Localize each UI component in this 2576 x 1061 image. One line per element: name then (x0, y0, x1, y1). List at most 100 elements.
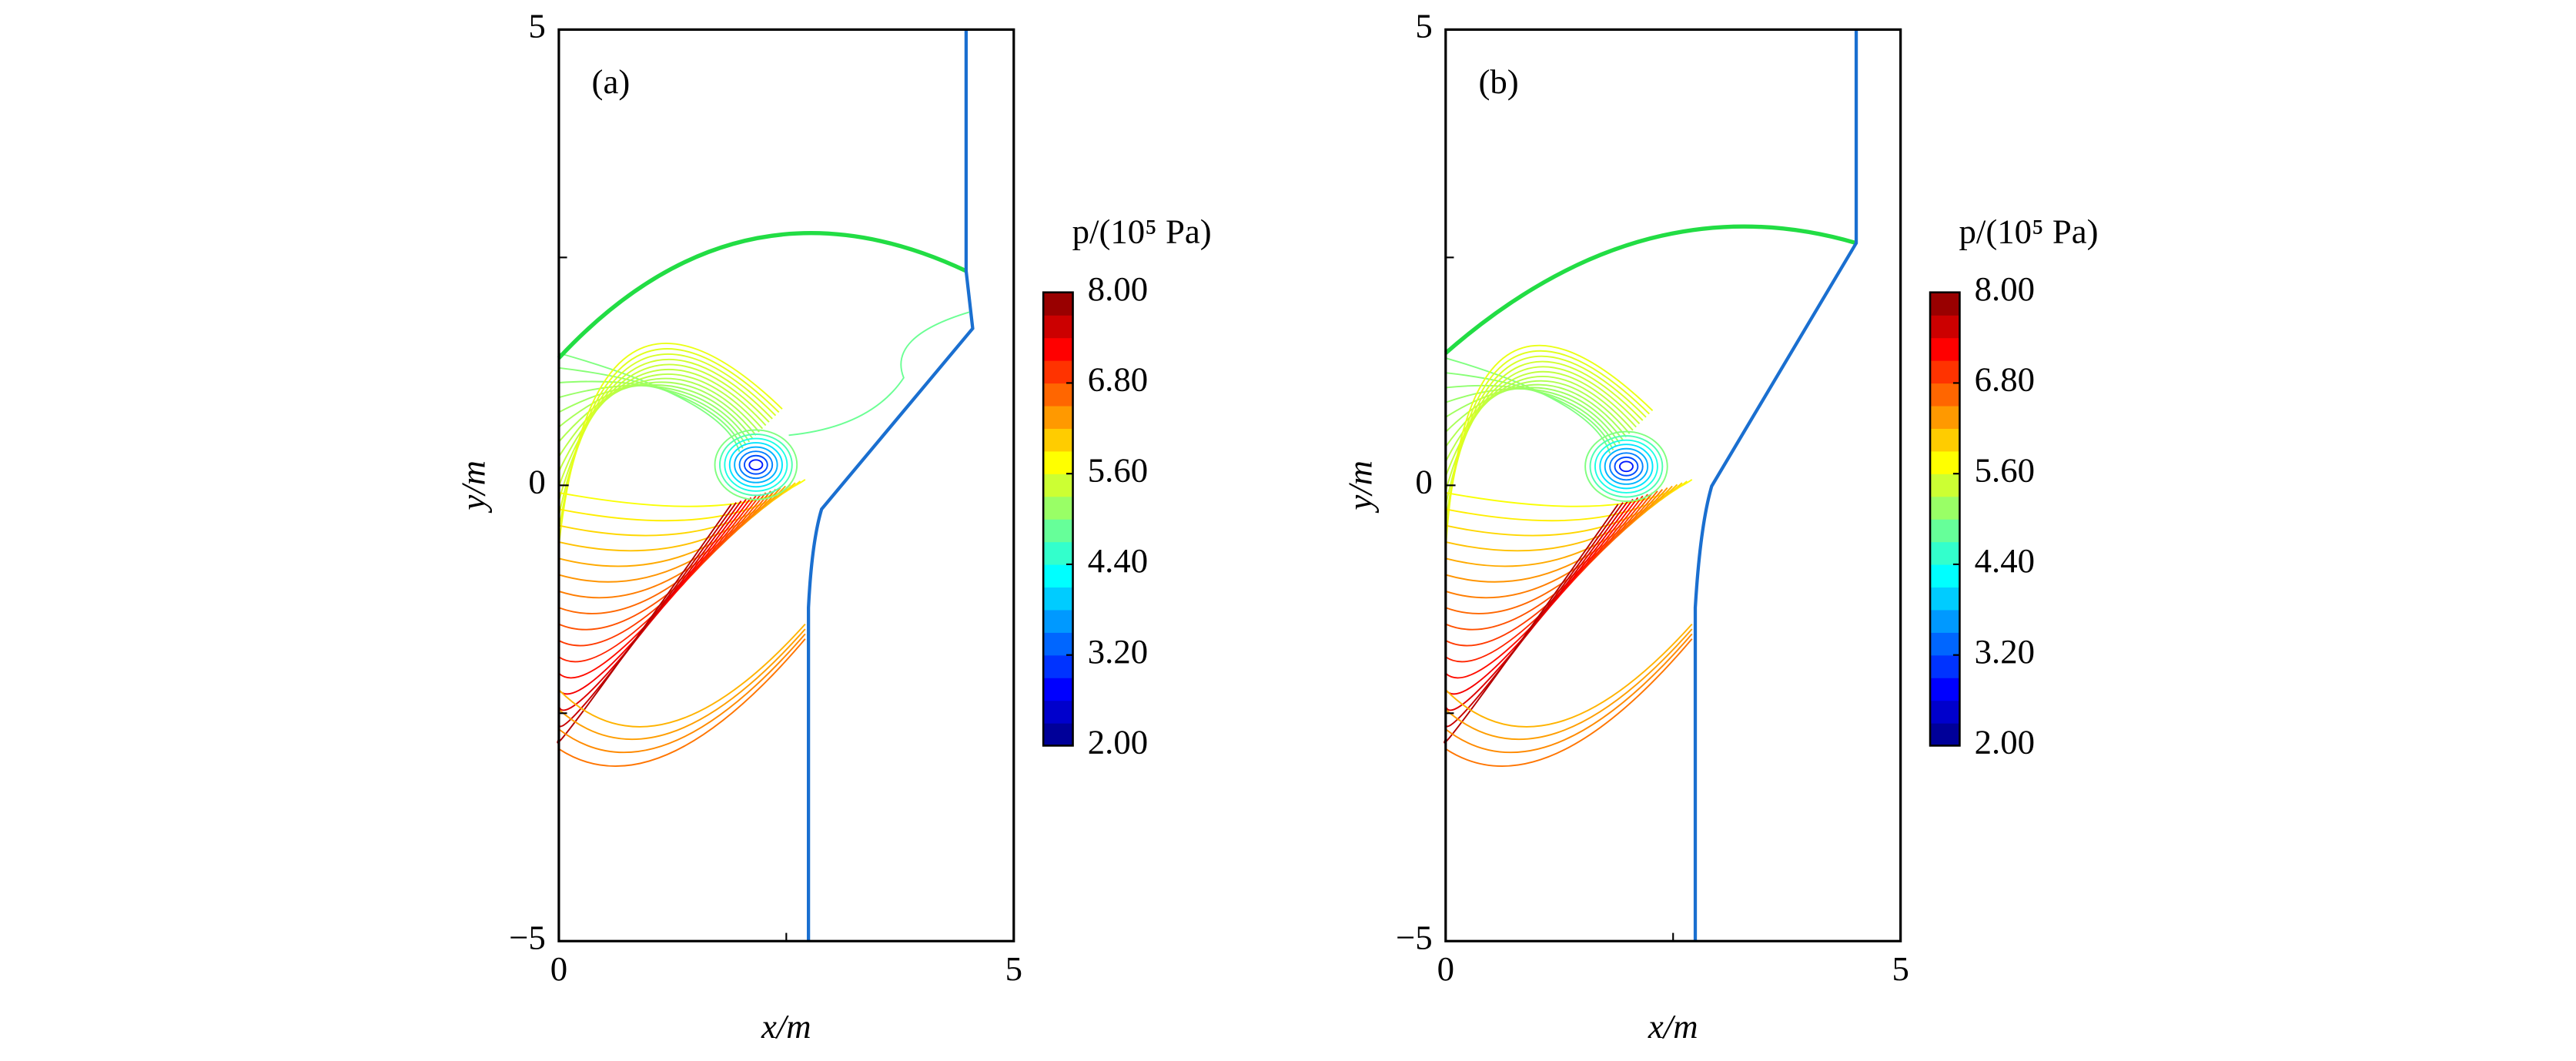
contour-line (558, 384, 754, 440)
vortex-line (714, 429, 798, 500)
colorbar-band (1043, 564, 1073, 588)
contour-line (558, 366, 744, 449)
x-axis-label: x/m (1648, 1007, 1698, 1046)
colorbar-frame (1042, 291, 1074, 747)
contour-line (557, 500, 742, 711)
colorbar-tick-label: 8.00 (1088, 269, 1148, 308)
x-tick-label: 0 (1437, 949, 1454, 988)
contour-line (558, 380, 747, 446)
wall (1693, 29, 1858, 942)
contour-line (1445, 487, 1668, 583)
contour-line (1445, 490, 1658, 614)
colorbar-band (1043, 474, 1073, 497)
contour-line (1445, 384, 1618, 447)
contour-line (1445, 383, 1628, 438)
contour-line (558, 484, 791, 552)
contour-line (1445, 480, 1688, 522)
contour-line (1445, 494, 1648, 647)
contour-line (558, 494, 762, 647)
colorbar-band (1930, 564, 1960, 588)
colorbar-band (1930, 474, 1960, 497)
colorbar-band (1930, 360, 1960, 384)
contour-line (558, 633, 806, 754)
colorbar-band (1930, 587, 1960, 611)
colorbar-tick-label: 3.20 (1088, 632, 1148, 671)
colorbar-title: p/(10⁵ Pa) (1959, 212, 2099, 250)
contour-line (558, 384, 751, 443)
colorbar-band (1043, 337, 1073, 361)
y-tick-label: −5 (1396, 919, 1433, 957)
colorbar-band (1930, 609, 1960, 633)
contour-line (558, 492, 767, 631)
y-tick-label: −5 (509, 919, 546, 957)
vortex-line (724, 437, 788, 492)
contour-line (557, 502, 738, 728)
y-tick-label: 5 (1415, 7, 1432, 45)
contour-line (1445, 497, 1639, 679)
contour-line (1444, 498, 1634, 695)
contour-line (1445, 357, 1611, 454)
colorbar-band (1043, 315, 1073, 339)
y-tick-label: 5 (528, 7, 545, 45)
x-tick-label: 5 (1005, 949, 1022, 988)
vortex-line (1594, 439, 1658, 494)
contour-line (1445, 628, 1693, 741)
colorbar-band (1043, 632, 1073, 656)
contour-line (1445, 633, 1693, 754)
vortex-line (718, 433, 793, 497)
colorbar-tick-label: 5.60 (1088, 450, 1148, 489)
colorbar-band (1930, 337, 1960, 361)
vortex-line (1618, 460, 1634, 473)
colorbar-tick-label: 5.60 (1975, 450, 2035, 489)
colorbar-band (1043, 450, 1073, 474)
colorbar-band (1043, 519, 1073, 543)
x-tick-label: 0 (550, 949, 567, 988)
colorbar-band (1043, 405, 1073, 429)
colorbar-frame (1929, 291, 1961, 747)
colorbar-band (1043, 700, 1073, 724)
vortex-line (748, 459, 764, 471)
contour-line (1445, 492, 1654, 631)
vortex-line (728, 442, 783, 488)
vortex-line (734, 446, 778, 484)
contour-line (1445, 638, 1693, 767)
contour-line (558, 490, 771, 614)
contour-plot (557, 29, 975, 942)
contour-line (558, 352, 741, 452)
y-tick-label: 0 (1415, 463, 1432, 501)
colorbar-tick-label: 2.00 (1975, 723, 2035, 761)
vortex-line (1604, 447, 1649, 485)
colorbar-tick-label: 6.80 (1088, 360, 1148, 399)
contour-line (558, 381, 757, 436)
wall (806, 29, 975, 942)
plot-frame (1444, 28, 1902, 942)
contour-line (1444, 344, 1654, 551)
vortex-line (1614, 456, 1639, 477)
contour-line (558, 377, 760, 443)
shock-front (1444, 224, 1857, 355)
vortex-line (1599, 443, 1654, 490)
colorbar-band (1043, 292, 1073, 316)
colorbar-tick-label: 8.00 (1975, 269, 2035, 308)
vortex-line (1589, 435, 1664, 498)
colorbar-band (1043, 496, 1073, 520)
y-axis-label: y/m (1340, 460, 1379, 514)
contour-line (1444, 350, 1650, 536)
y-tick-label: 0 (528, 463, 545, 501)
colorbar-band (1043, 360, 1073, 384)
colorbar-band (1930, 654, 1960, 678)
contour-line (558, 638, 806, 767)
contour-line (1445, 495, 1644, 663)
contour-line (1444, 500, 1629, 711)
contour-line (558, 498, 747, 695)
colorbar-band (1043, 654, 1073, 678)
colorbar-band (1930, 428, 1960, 452)
colorbar-band (1930, 496, 1960, 520)
panel-label: (a) (592, 62, 631, 101)
vortex-line (1584, 430, 1668, 502)
colorbar-band (1930, 315, 1960, 339)
contour-line (558, 495, 757, 663)
contour-line (558, 628, 806, 741)
contour-line (557, 343, 783, 546)
colorbar-tick-label: 4.40 (1975, 541, 2035, 580)
